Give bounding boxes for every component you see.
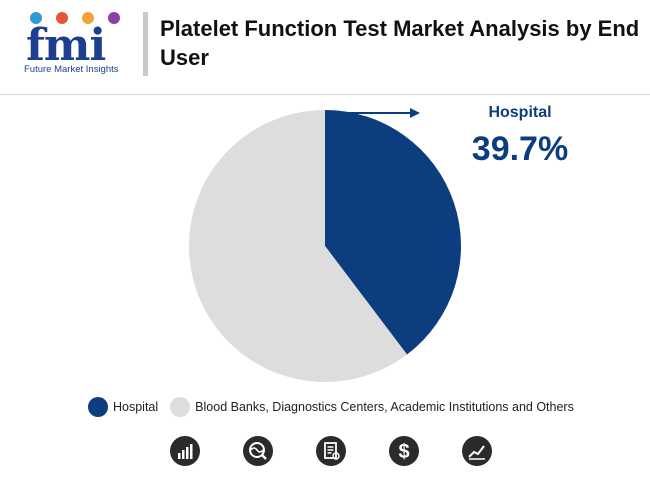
callout-arrowhead-icon — [410, 108, 420, 118]
logo-dots — [22, 10, 134, 26]
fmi-logo[interactable]: fmi Future Market Insights — [22, 10, 134, 80]
footer-icons: $ — [170, 436, 500, 470]
page-title: Platelet Function Test Market Analysis b… — [160, 16, 640, 70]
legend-label: Hospital — [113, 400, 159, 414]
legend: Hospital Blood Banks, Diagnostics Center… — [88, 396, 586, 418]
logo-dot-icon — [108, 12, 120, 24]
bar-chart-icon[interactable] — [170, 436, 200, 466]
pie-slice-others — [188, 110, 407, 382]
line-chart-icon[interactable] — [462, 436, 492, 466]
legend-item-others: Blood Banks, Diagnostics Centers, Academ… — [170, 397, 574, 417]
globe-search-icon[interactable] — [243, 436, 273, 466]
header-divider — [0, 94, 650, 95]
title-accent-bar — [143, 12, 148, 76]
pie-chart — [188, 108, 461, 382]
legend-item-hospital: Hospital — [88, 397, 158, 417]
logo-dot-icon — [82, 12, 94, 24]
legend-swatch-others — [170, 397, 191, 417]
callout-label: Hospital — [488, 104, 552, 121]
logo-subtitle: Future Market Insights — [24, 64, 119, 75]
legend-label: Blood Banks, Diagnostics Centers, Academ… — [195, 400, 574, 414]
pie-slices — [188, 110, 461, 382]
logo-letters: fmi — [26, 20, 106, 71]
callout-value: 39.7% — [471, 130, 569, 168]
document-icon[interactable] — [316, 436, 346, 466]
logo-dot-icon — [30, 12, 42, 24]
pie-slice-hospital — [325, 110, 461, 355]
dollar-icon[interactable]: $ — [389, 436, 419, 466]
svg-text:$: $ — [398, 441, 409, 463]
header: fmi Future Market Insights Platelet Func… — [0, 0, 650, 92]
legend-swatch-hospital — [88, 397, 108, 417]
logo-dot-icon — [56, 12, 68, 24]
